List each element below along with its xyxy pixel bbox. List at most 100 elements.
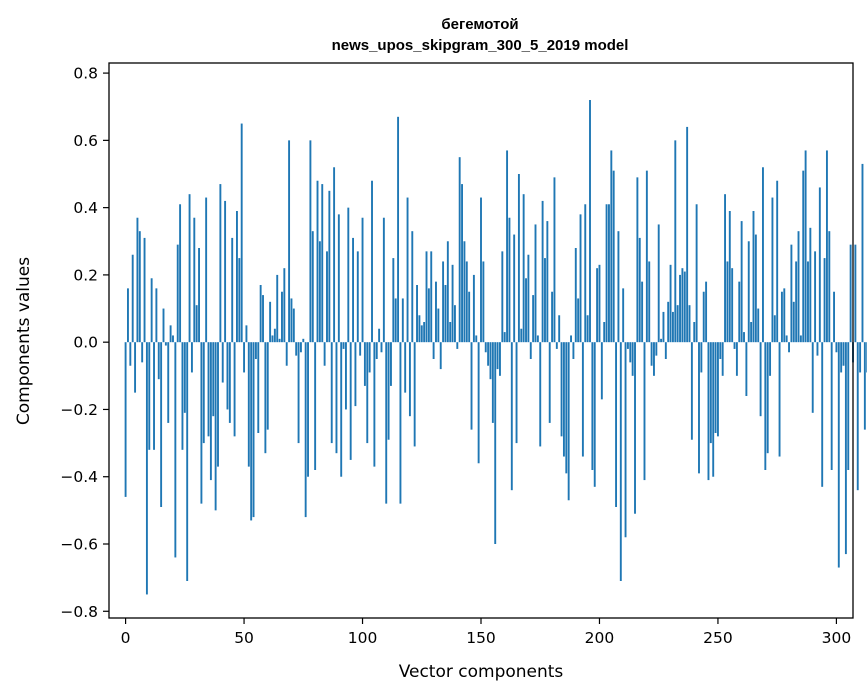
bar (501, 251, 504, 343)
bar (667, 301, 670, 343)
bar (634, 342, 636, 514)
bar (674, 140, 677, 343)
bar (816, 342, 819, 356)
bar (363, 342, 366, 386)
bar (700, 342, 703, 373)
bar (641, 281, 644, 343)
bar (610, 150, 613, 343)
bar (636, 177, 639, 343)
bar (240, 123, 243, 343)
bar (380, 342, 383, 353)
bar (733, 342, 736, 349)
bar (555, 342, 558, 349)
bar (683, 271, 686, 343)
bar (134, 342, 137, 393)
bar (560, 342, 563, 437)
bar (593, 342, 596, 487)
bar (624, 342, 627, 538)
bar (529, 342, 532, 359)
bar (354, 342, 357, 407)
bar (224, 200, 227, 343)
bar (792, 301, 795, 343)
bar (392, 258, 395, 343)
plot-area-frame (108, 62, 854, 619)
bar (307, 342, 309, 477)
bar (314, 342, 317, 470)
bar (252, 342, 255, 518)
bar (840, 342, 843, 373)
bar (257, 342, 260, 433)
bar (605, 204, 608, 343)
bar (795, 261, 798, 343)
bar (385, 342, 388, 504)
bar (458, 157, 461, 343)
bar (202, 342, 205, 444)
bar (489, 342, 492, 380)
bar (608, 204, 610, 343)
bar (544, 258, 546, 343)
bar (638, 237, 641, 343)
bar (589, 100, 591, 343)
bar (264, 342, 267, 454)
bar (290, 298, 293, 343)
bar (150, 278, 153, 343)
bar (522, 194, 525, 343)
bar (273, 328, 276, 343)
bar (814, 251, 817, 343)
bar (629, 342, 632, 363)
bar (503, 332, 506, 343)
bar (323, 342, 326, 366)
bar (615, 342, 618, 507)
bar (461, 184, 463, 343)
bar (835, 342, 838, 353)
bar (127, 288, 129, 343)
bar (747, 241, 750, 343)
bar (785, 335, 788, 343)
bar (328, 190, 331, 343)
bar (468, 291, 471, 343)
bar (844, 342, 847, 555)
bar (416, 285, 418, 343)
bar (359, 342, 362, 356)
bar (413, 342, 416, 447)
bar (172, 335, 174, 343)
bar (143, 237, 146, 343)
bar (217, 342, 219, 467)
bar (532, 295, 535, 343)
bar (669, 264, 672, 343)
bar (390, 342, 392, 386)
bar (506, 150, 509, 343)
bar (788, 342, 790, 353)
bar (596, 268, 599, 343)
bar (804, 150, 807, 343)
bar (603, 322, 606, 343)
x-tick-label: 50 (234, 629, 254, 647)
bar (304, 342, 307, 518)
bar (432, 342, 435, 359)
bar (802, 170, 805, 343)
bar (707, 342, 710, 481)
bar (181, 342, 184, 450)
bar (510, 342, 513, 491)
bar (375, 342, 378, 359)
bar (591, 342, 594, 470)
bar (401, 298, 404, 343)
bar (527, 254, 530, 343)
bar (728, 211, 731, 343)
bar (299, 342, 302, 353)
y-tick-label: 0.2 (73, 266, 98, 284)
bar (221, 342, 224, 383)
bar (209, 342, 212, 481)
y-tick-label: 0.8 (73, 65, 98, 83)
bar (451, 264, 454, 343)
bar (480, 197, 482, 343)
bar (690, 342, 693, 440)
bar (435, 281, 437, 343)
bar (731, 268, 734, 343)
bar (406, 197, 409, 343)
bar (520, 328, 523, 343)
bar (534, 224, 537, 343)
bar (762, 167, 764, 343)
y-axis-label: Components values (14, 257, 34, 425)
bar (681, 268, 684, 343)
